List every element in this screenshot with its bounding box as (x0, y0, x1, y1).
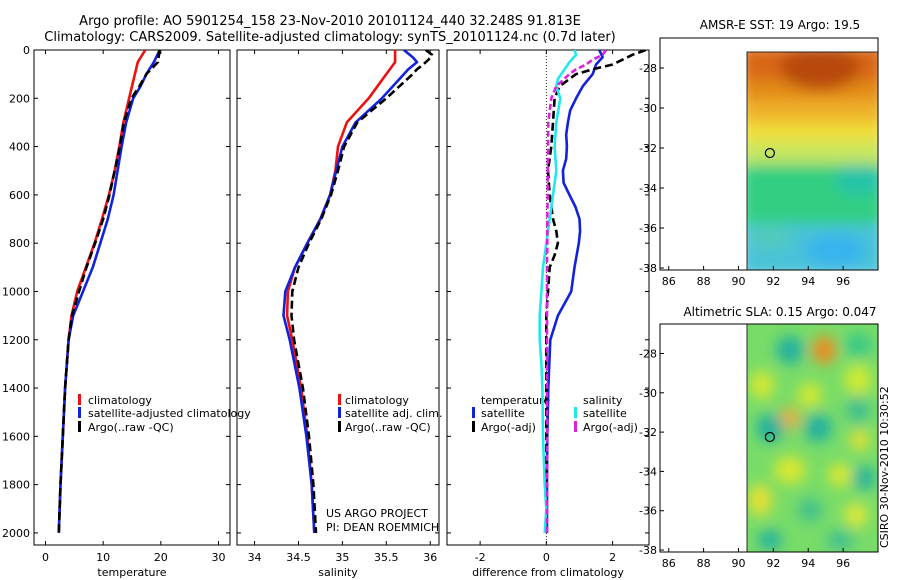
y-tick-label: 400 (9, 141, 30, 154)
y-tick-label: 1600 (2, 430, 30, 443)
series-line-argo-raw-qc- (290, 50, 434, 533)
x-axis-label: temperature (97, 566, 166, 579)
x-tick-label: 10 (96, 551, 110, 564)
series-line-temperature-argo-adj- (544, 50, 647, 533)
sla-y-tick-label: -32 (639, 426, 657, 439)
header-line-2: Climatology: CARS2009. Satellite-adjuste… (44, 30, 616, 45)
sst-x-tick-label: 96 (836, 275, 850, 288)
sst-y-tick-label: -30 (639, 102, 657, 115)
sla-map-title: Altimetric SLA: 0.15 Argo: 0.047 (683, 305, 877, 319)
series-line-argo-raw-qc- (57, 50, 161, 533)
temperature-panel-frame (33, 49, 231, 546)
y-tick-label: 800 (9, 237, 30, 250)
x-tick-label: 35 (335, 551, 349, 564)
x-tick-label: 30 (211, 551, 225, 564)
sst-x-tick-label: 86 (662, 275, 676, 288)
series-line-satellite-adj-clim- (282, 50, 419, 533)
sst-y-tick-label: -34 (639, 182, 657, 195)
legend-satellite-adjusted: satellite-adjusted climatology (88, 407, 251, 420)
salinity-panel-frame (236, 49, 440, 546)
sla-argo-marker (764, 431, 775, 443)
legend-sal-argo-diff: Argo(-adj) (583, 421, 638, 434)
y-tick-label: 600 (9, 189, 30, 202)
series-group (538, 50, 647, 533)
sla-y-tick-label: -36 (639, 505, 657, 518)
sla-x-tick-label: 86 (662, 557, 676, 570)
x-tick-label: 0 (543, 551, 550, 564)
legend-sal-satellite: satellite adj. clim. (345, 407, 442, 420)
y-tick-label: 0 (23, 44, 30, 57)
legend-sal-argo: Argo(..raw -QC) (345, 421, 431, 434)
sla-map-frame (659, 323, 879, 553)
series-line-climatology (285, 50, 397, 533)
sla-x-tick-label: 92 (766, 557, 780, 570)
difference-legend: temperature satellite Argo(-adj) salinit… (472, 394, 638, 434)
series-line-satellite-adjusted-climatology (57, 50, 161, 533)
series-line-salinity-satellite (538, 50, 578, 533)
sst-argo-marker (764, 147, 775, 159)
sla-y-tick-label: -28 (639, 347, 657, 360)
pi-credit: PI: DEAN ROEMMICH (326, 521, 439, 534)
legend-sal-climatology: climatology (345, 394, 409, 407)
temperature-legend: climatology satellite-adjusted climatolo… (78, 394, 251, 434)
sla-map (746, 323, 879, 553)
x-tick-label: 0 (42, 551, 49, 564)
series-group (57, 50, 161, 533)
legend-temperature-title: temperature (481, 394, 550, 407)
sla-y-tick-label: -34 (639, 465, 657, 478)
sst-x-tick-label: 88 (697, 275, 711, 288)
legend-argo: Argo(..raw -QC) (88, 421, 174, 434)
legend-salinity-title: salinity (583, 394, 623, 407)
y-tick-label: 200 (9, 92, 30, 105)
y-tick-label: 1200 (2, 334, 30, 347)
header-line-1: Argo profile: AO 5901254_158 23-Nov-2010… (79, 14, 581, 29)
sla-x-tick-label: 88 (697, 557, 711, 570)
sst-y-tick-label: -32 (639, 142, 657, 155)
series-line-climatology (57, 50, 147, 533)
sla-x-tick-label: 94 (801, 557, 815, 570)
sla-y-tick-label: -30 (639, 387, 657, 400)
sst-map-frame (659, 37, 879, 271)
difference-panel-frame (446, 49, 650, 546)
y-tick-label: 1400 (2, 382, 30, 395)
sst-y-tick-label: -36 (639, 222, 657, 235)
legend-temp-satellite: satellite (481, 407, 525, 420)
y-tick-label: 1800 (2, 479, 30, 492)
x-tick-label: -2 (475, 551, 486, 564)
legend-temp-argo: Argo(-adj) (481, 421, 536, 434)
legend-sal-satellite-diff: satellite (583, 407, 627, 420)
x-tick-label: 34 (248, 551, 262, 564)
sst-x-tick-label: 94 (801, 275, 815, 288)
series-line-salinity-argo-adj- (545, 50, 608, 533)
sst-map-title: AMSR-E SST: 19 Argo: 19.5 (699, 18, 861, 32)
x-tick-label: 34.5 (286, 551, 311, 564)
y-tick-label: 1000 (2, 285, 30, 298)
sst-y-tick-label: -28 (639, 62, 657, 75)
y-tick-label: 2000 (2, 527, 30, 540)
series-group (282, 50, 434, 533)
sla-y-tick-label: -38 (639, 544, 657, 557)
sla-x-tick-label: 96 (836, 557, 850, 570)
sst-map (746, 51, 879, 271)
sla-x-tick-label: 90 (731, 557, 745, 570)
x-axis-label: difference from climatology (472, 566, 624, 579)
x-tick-label: 2 (609, 551, 616, 564)
salinity-legend: climatology satellite adj. clim. Argo(..… (338, 394, 442, 434)
sst-x-tick-label: 92 (766, 275, 780, 288)
x-axis-label: salinity (318, 566, 358, 579)
legend-climatology: climatology (88, 394, 152, 407)
x-tick-label: 35.5 (374, 551, 399, 564)
project-credit: US ARGO PROJECT (326, 507, 428, 520)
x-tick-label: 20 (154, 551, 168, 564)
sst-y-tick-label: -38 (639, 262, 657, 275)
x-tick-label: 36 (423, 551, 437, 564)
series-line-temperature-satellite (545, 50, 604, 533)
sst-x-tick-label: 90 (731, 275, 745, 288)
